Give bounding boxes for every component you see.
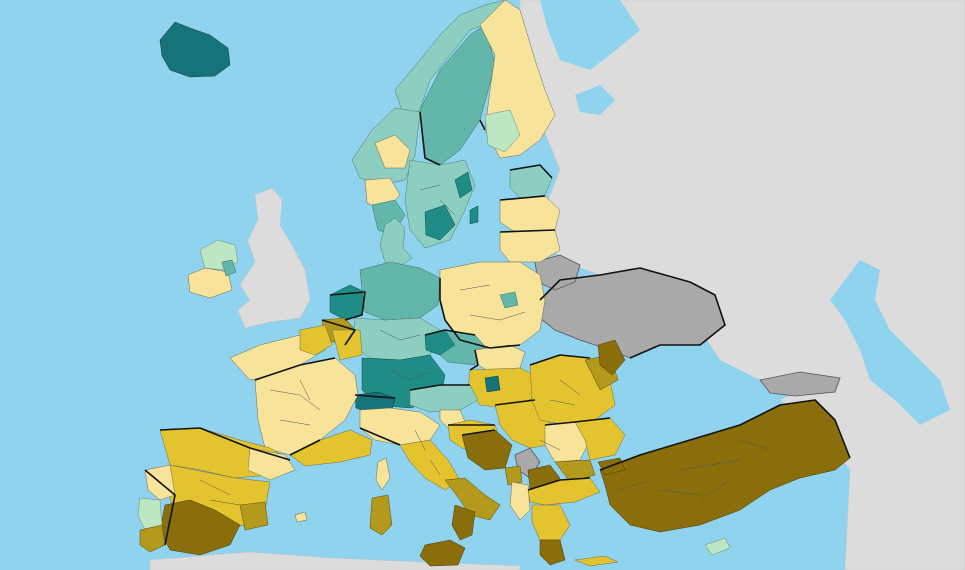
ireland-south	[187, 267, 233, 299]
poland-warsaw	[499, 291, 519, 309]
balearic-islands	[294, 511, 308, 523]
norway-trondelag	[374, 134, 411, 169]
greece-peloponnese	[539, 539, 566, 566]
caspian-sea	[830, 260, 950, 425]
regional-borders	[199, 184, 771, 506]
spain-catalonia	[247, 447, 296, 481]
portugal-south	[139, 524, 166, 553]
georgia-no-data	[759, 371, 841, 397]
corsica	[375, 457, 391, 491]
cyprus	[704, 537, 731, 556]
finland-central	[484, 109, 521, 153]
lake-ladoga	[575, 85, 615, 115]
moldova	[597, 339, 626, 376]
sicily	[419, 539, 466, 567]
ireland-dublin	[221, 259, 237, 277]
sardinia	[369, 494, 393, 536]
sweden-vastsverige	[424, 204, 456, 241]
hungary-budapest	[484, 375, 501, 393]
spain-murcia	[239, 501, 269, 531]
gotland	[469, 205, 479, 225]
crete	[574, 555, 619, 567]
france-north-east	[331, 329, 363, 361]
black-sea	[620, 350, 800, 420]
sweden-stockholm	[454, 171, 473, 199]
italy-calabria	[451, 504, 476, 541]
white-sea	[540, 0, 640, 70]
france-ile-de-france	[299, 324, 333, 356]
italy-south	[444, 477, 501, 521]
albania	[509, 481, 531, 521]
france-south	[289, 429, 373, 467]
iceland	[159, 21, 231, 78]
national-borders	[144, 111, 851, 546]
montenegro	[504, 465, 523, 486]
denmark	[379, 217, 413, 267]
great-britain	[237, 187, 311, 329]
north-africa	[149, 551, 521, 570]
latvia	[499, 195, 561, 233]
bulgaria-south	[554, 459, 596, 483]
